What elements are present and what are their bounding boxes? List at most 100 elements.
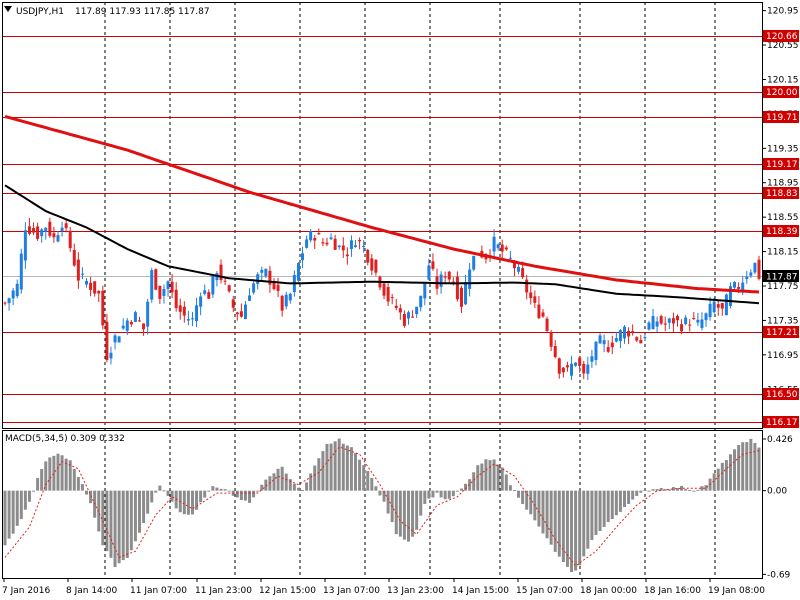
level-tag[interactable] bbox=[763, 187, 799, 199]
macd-bar bbox=[737, 445, 741, 491]
moving-average-red bbox=[4, 115, 760, 294]
macd-bar bbox=[594, 490, 598, 535]
candle-body bbox=[64, 223, 68, 229]
candle-body bbox=[402, 314, 406, 326]
macd-bar bbox=[199, 490, 203, 503]
macd-bar bbox=[382, 490, 386, 502]
candle-body bbox=[321, 242, 325, 244]
candle-body bbox=[565, 365, 569, 368]
macd-bar bbox=[288, 479, 292, 491]
macd-bar bbox=[358, 459, 362, 491]
macd-bar bbox=[700, 486, 704, 491]
macd-bar bbox=[663, 489, 667, 491]
candle-body bbox=[366, 249, 370, 263]
candle-body bbox=[117, 336, 121, 343]
candle-body bbox=[663, 323, 667, 325]
time-tick-label: 12 Jan 15:00 bbox=[259, 586, 316, 596]
macd-bar bbox=[32, 490, 36, 492]
candle-body bbox=[688, 324, 692, 326]
candle-body bbox=[606, 347, 610, 352]
candle-body bbox=[374, 259, 378, 273]
macd-bar bbox=[578, 490, 582, 566]
macd-bar bbox=[80, 484, 84, 491]
candle-body bbox=[264, 268, 268, 277]
macd-bar bbox=[40, 469, 44, 491]
level-tag[interactable] bbox=[763, 30, 799, 42]
moving-averages bbox=[4, 115, 760, 305]
macd-bar bbox=[565, 490, 569, 567]
ohlc-values: 117.89 117.93 117.85 117.87 bbox=[75, 7, 210, 17]
candle-body bbox=[32, 228, 36, 233]
candle-body bbox=[195, 305, 199, 322]
level-tag[interactable] bbox=[763, 388, 799, 400]
macd-signal-line bbox=[4, 446, 760, 567]
macd-bar bbox=[570, 490, 574, 573]
level-tag-label: 117.21 bbox=[766, 328, 798, 338]
level-tag[interactable] bbox=[763, 111, 799, 123]
candle-body bbox=[639, 340, 643, 344]
time-axis[interactable]: 7 Jan 2016 8 Jan 14:00 11 Jan 07:00 11 Jan … bbox=[2, 578, 765, 596]
candle-body bbox=[109, 352, 113, 359]
candle-body bbox=[712, 301, 716, 313]
price-tick-label: 120.15 bbox=[767, 75, 799, 85]
horizontal-levels[interactable] bbox=[2, 36, 762, 423]
candle-body bbox=[60, 227, 64, 231]
candle-body bbox=[631, 331, 635, 333]
macd-bar bbox=[696, 489, 700, 491]
candle-body bbox=[570, 363, 574, 376]
macd-bar bbox=[500, 467, 504, 491]
candle-body bbox=[56, 235, 60, 242]
macd-bar bbox=[439, 490, 443, 498]
macd-bar bbox=[121, 490, 125, 561]
candle-body bbox=[541, 312, 545, 317]
candle-body bbox=[354, 245, 358, 248]
candle-body bbox=[618, 330, 622, 342]
candle-body bbox=[406, 312, 410, 319]
macd-bar bbox=[248, 490, 252, 503]
candle-body bbox=[48, 221, 52, 236]
price-tick-label: 118.55 bbox=[767, 213, 799, 223]
price-axis[interactable]: 120.95120.55120.15119.75119.35118.95118.… bbox=[762, 7, 799, 430]
candle-body bbox=[227, 285, 231, 292]
macd-bar bbox=[659, 487, 663, 491]
candle-body bbox=[27, 226, 31, 234]
macd-bar bbox=[27, 490, 31, 502]
candle-body bbox=[716, 304, 720, 308]
macd-bar bbox=[219, 488, 223, 491]
candle-body bbox=[753, 262, 757, 273]
candle-body bbox=[757, 259, 761, 279]
macd-bar bbox=[15, 490, 19, 526]
macd-bar bbox=[301, 489, 305, 491]
macd-bar bbox=[561, 490, 565, 563]
macd-bar bbox=[464, 483, 468, 491]
level-tag[interactable] bbox=[763, 225, 799, 237]
macd-bar bbox=[680, 485, 684, 491]
candle-body bbox=[80, 273, 84, 275]
collapse-triangle-icon[interactable] bbox=[4, 6, 12, 12]
candle-body bbox=[427, 265, 431, 280]
macd-bar bbox=[129, 490, 133, 551]
level-tag[interactable] bbox=[763, 86, 799, 98]
macd-bar bbox=[406, 490, 410, 542]
level-tag[interactable] bbox=[763, 326, 799, 338]
candle-body bbox=[635, 337, 639, 341]
candle-body bbox=[3, 302, 7, 304]
time-tick-label: 11 Jan 07:00 bbox=[130, 586, 187, 596]
candle-body bbox=[411, 316, 415, 318]
candle-body bbox=[178, 305, 182, 312]
candle-body bbox=[468, 269, 472, 289]
macd-bar bbox=[305, 482, 309, 491]
macd-bar bbox=[525, 490, 529, 510]
level-tag[interactable] bbox=[763, 416, 799, 428]
macd-panel bbox=[3, 438, 761, 573]
time-tick-label: 15 Jan 07:00 bbox=[516, 586, 573, 596]
macd-bar bbox=[223, 489, 227, 491]
macd-bar bbox=[504, 474, 508, 491]
chart-frame bbox=[2, 2, 763, 579]
level-tag-label: 118.39 bbox=[766, 227, 798, 237]
price-tick-label: 118.95 bbox=[767, 179, 799, 189]
macd-bar bbox=[488, 460, 492, 491]
level-tag[interactable] bbox=[763, 158, 799, 170]
symbol-label: USDJPY,H1 bbox=[16, 7, 64, 17]
